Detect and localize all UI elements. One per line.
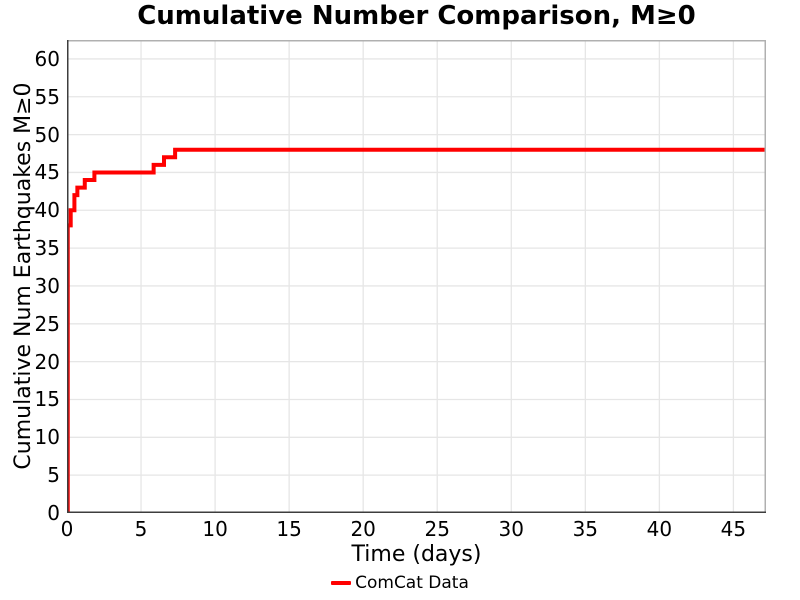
y-tick-label: 55 [34,84,60,109]
x-tick-label: 10 [202,517,228,541]
y-tick-label: 35 [34,236,60,261]
y-tick-label: 25 [34,311,60,336]
axes-spines [67,40,766,513]
chart-title: Cumulative Number Comparison, M≥0 [137,1,696,31]
legend: ComCat Data [0,573,800,593]
x-tick-label: 40 [646,517,673,541]
y-tick-label: 45 [34,160,60,185]
gridlines [67,40,766,513]
y-tick-label: 0 [47,501,60,525]
x-tick-label: 15 [276,517,302,541]
y-tick-label: 60 [34,46,60,71]
data-series [67,147,766,513]
y-tick-label: 20 [34,349,60,374]
series-line-comcat-data [67,147,766,513]
y-tick-label: 30 [34,273,60,298]
y-tick-label: 5 [47,463,60,488]
x-tick-label: 0 [60,517,74,541]
x-tick-label: 20 [350,517,376,541]
plot-area [67,40,766,513]
legend-label: ComCat Data [355,573,469,593]
legend-line-marker [331,581,352,585]
y-tick-label: 50 [34,122,60,147]
x-tick-label: 25 [424,517,450,541]
x-tick-label: 30 [498,517,524,541]
y-tick-label: 10 [34,425,60,450]
x-tick-label: 45 [720,517,747,541]
x-tick-label: 5 [134,517,148,541]
x-axis-label: Time (days) [351,542,482,567]
x-tick-label: 35 [572,517,599,541]
y-tick-label: 40 [34,198,60,223]
y-tick-label: 15 [34,387,60,412]
